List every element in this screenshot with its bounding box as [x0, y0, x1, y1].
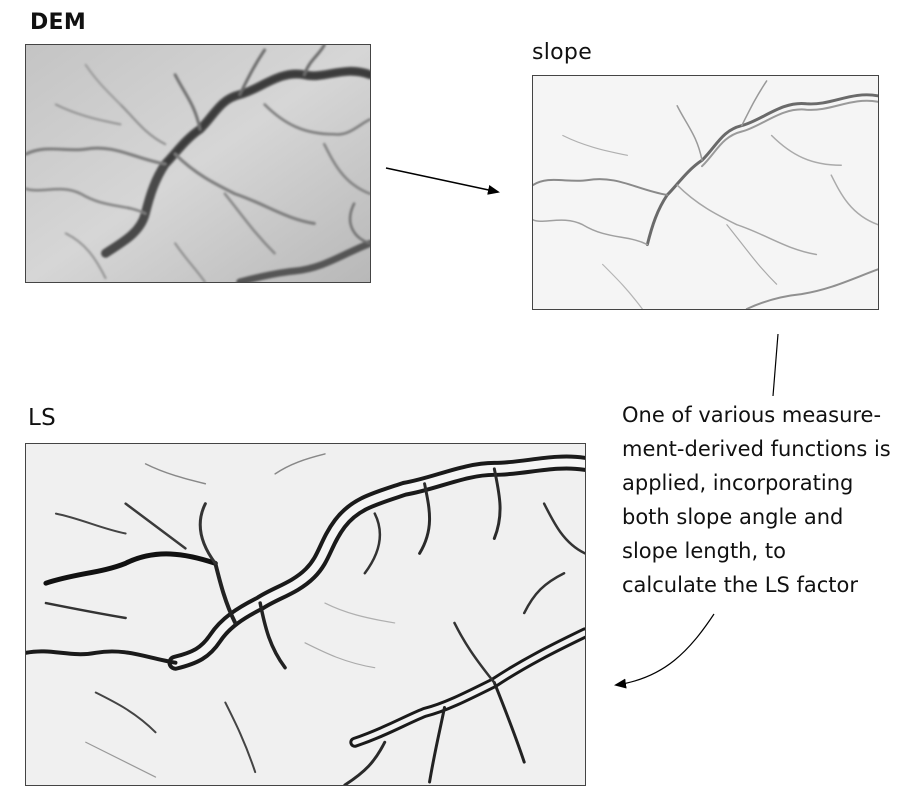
slope-terrain-graphic [533, 76, 878, 309]
slope-raster-image [532, 75, 879, 310]
dem-terrain-graphic [26, 45, 370, 282]
dem-label: DEM [30, 10, 87, 35]
ls-terrain-graphic [26, 444, 585, 785]
slope-to-caption-line [772, 333, 779, 397]
caption-to-ls-arrow [614, 613, 715, 689]
slope-label: slope [532, 40, 593, 65]
ls-factor-caption: One of various measure- ment-derived fun… [622, 403, 891, 597]
dem-to-slope-arrow [385, 167, 500, 195]
ls-raster-image [25, 443, 586, 786]
ls-label: LS [28, 405, 57, 431]
dem-raster-image [25, 44, 371, 283]
